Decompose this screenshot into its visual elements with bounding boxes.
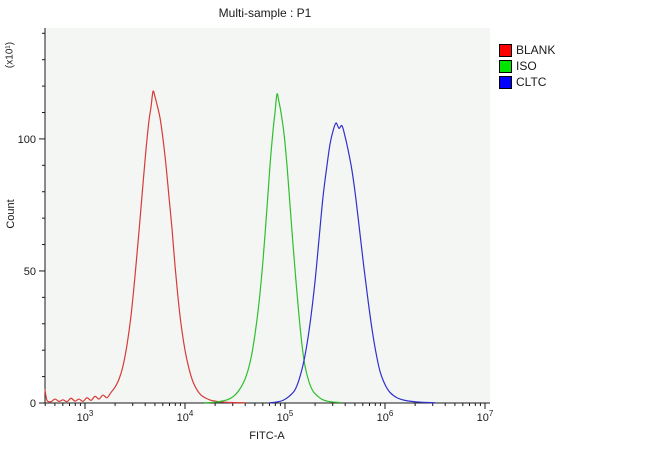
y-axis-multiplier: (x10¹) bbox=[4, 41, 16, 69]
x-tick-label: 107 bbox=[477, 409, 494, 424]
y-axis-label: Count bbox=[5, 199, 17, 229]
legend-label: CLTC bbox=[516, 75, 547, 89]
legend-item-cltc: CLTC bbox=[499, 74, 555, 90]
x-tick-label: 104 bbox=[177, 409, 194, 424]
legend-swatch-blank bbox=[499, 43, 512, 57]
legend-item-iso: ISO bbox=[499, 58, 555, 74]
legend-item-blank: BLANK bbox=[499, 42, 555, 58]
x-tick-label: 106 bbox=[377, 409, 394, 424]
y-tick-label: 50 bbox=[24, 266, 36, 278]
chart-legend: BLANK ISO CLTC bbox=[499, 42, 555, 90]
plot-area bbox=[45, 28, 490, 403]
x-tick-label: 105 bbox=[277, 409, 294, 424]
y-tick-label: 100 bbox=[18, 134, 36, 146]
x-axis-label: FITC-A bbox=[249, 430, 285, 442]
series-path-iso bbox=[204, 93, 341, 404]
series-path-blank bbox=[44, 90, 246, 404]
chart-title: Multi-sample : P1 bbox=[218, 6, 312, 20]
legend-swatch-cltc bbox=[499, 75, 512, 89]
legend-swatch-iso bbox=[499, 59, 512, 73]
legend-label: ISO bbox=[516, 59, 537, 73]
legend-label: BLANK bbox=[516, 43, 556, 57]
y-tick-label: 0 bbox=[30, 398, 36, 410]
series-path-cltc bbox=[269, 122, 436, 404]
x-tick-label: 103 bbox=[77, 409, 94, 424]
